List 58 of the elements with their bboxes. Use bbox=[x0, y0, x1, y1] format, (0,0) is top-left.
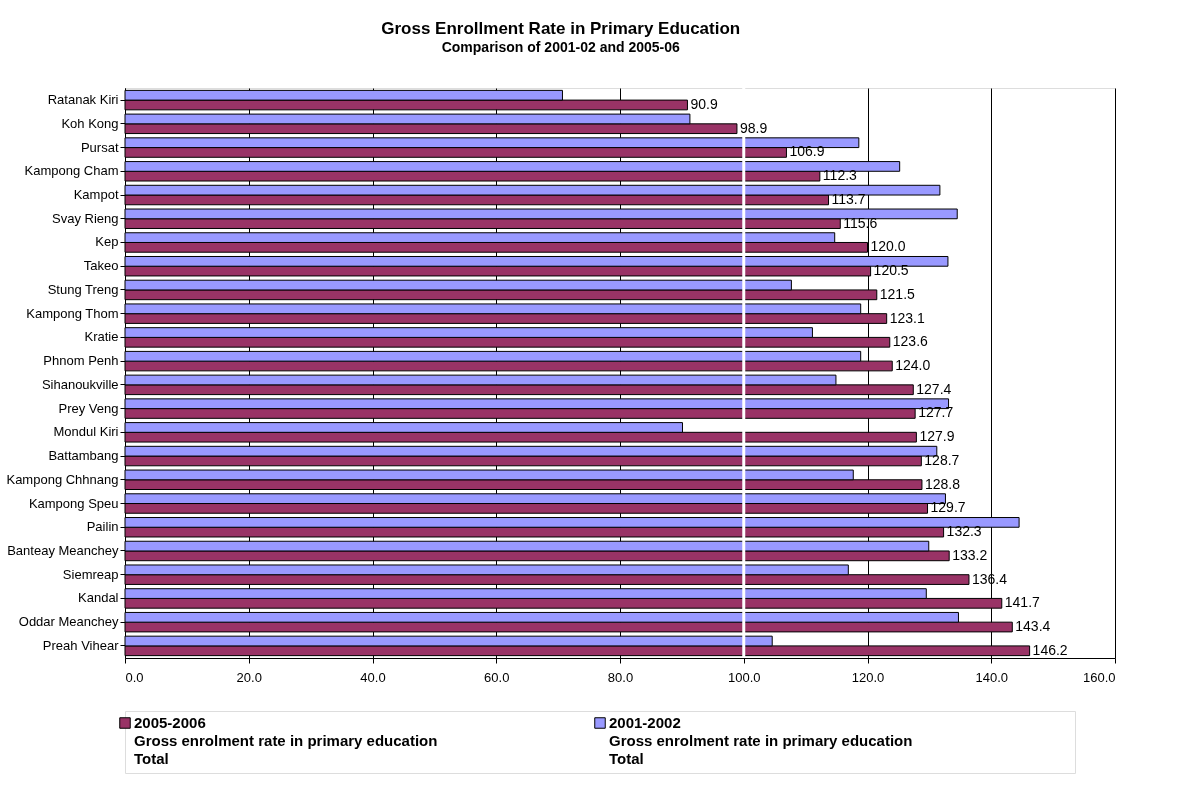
y-tick-label: Oddar Meanchey bbox=[18, 614, 119, 630]
data-label: 127.9 bbox=[919, 428, 955, 445]
data-label: 133.2 bbox=[952, 546, 988, 563]
y-tick-label: Stung Treng bbox=[47, 281, 119, 297]
y-tick-label: Takeo bbox=[83, 258, 119, 274]
data-label: 112.3 bbox=[822, 167, 858, 184]
y-tick-label: Svay Rieng bbox=[52, 210, 119, 226]
x-tick-label: 60.0 bbox=[484, 669, 510, 685]
data-label: 120.0 bbox=[870, 238, 906, 255]
y-tick-label: Kampong Cham bbox=[24, 163, 119, 179]
y-tick-label: Sihanoukville bbox=[41, 376, 119, 392]
data-label: 146.2 bbox=[1032, 641, 1068, 658]
y-tick-label: Kampong Chhnang bbox=[6, 471, 119, 487]
data-label: 121.5 bbox=[879, 285, 916, 302]
y-tick-label: Kandal bbox=[78, 590, 119, 606]
data-label: 123.1 bbox=[889, 309, 925, 326]
x-tick-label: 100.0 bbox=[727, 669, 761, 685]
legend-label: 2005-2006 Gross enrolment rate in primary education Total bbox=[134, 714, 438, 767]
data-label: 90.9 bbox=[690, 95, 718, 112]
data-label: 113.7 bbox=[831, 190, 866, 207]
data-label: 123.6 bbox=[892, 333, 929, 350]
x-tick-label: 80.0 bbox=[607, 669, 634, 685]
legend-label: 2001-2002 Gross enrolment rate in primary education Total bbox=[609, 714, 913, 767]
y-tick-label: Kampot bbox=[73, 187, 119, 203]
y-tick-label: Koh Kong bbox=[61, 115, 119, 131]
y-tick-label: Pursat bbox=[80, 139, 119, 155]
data-label: 128.7 bbox=[924, 451, 960, 468]
x-tick-label: 40.0 bbox=[360, 669, 386, 685]
chart-subtitle: Comparison of 2001-02 and 2005-06 bbox=[441, 39, 680, 55]
data-label: 127.4 bbox=[916, 380, 952, 397]
x-tick-label: 20.0 bbox=[236, 669, 262, 685]
chart-title: Gross Enrollment Rate in Primary Education bbox=[381, 19, 741, 38]
data-label: 143.4 bbox=[1015, 618, 1051, 635]
data-label: 106.9 bbox=[789, 143, 825, 160]
y-tick-label: Kep bbox=[95, 234, 119, 250]
y-tick-label: Prey Veng bbox=[58, 400, 119, 416]
x-tick-label: 120.0 bbox=[851, 669, 885, 685]
y-tick-label: Pailin bbox=[86, 519, 119, 535]
data-label: 127.7 bbox=[918, 404, 954, 421]
y-tick-label: Battambang bbox=[48, 448, 119, 464]
x-tick-label: 140.0 bbox=[975, 669, 1009, 685]
data-label: 141.7 bbox=[1004, 594, 1041, 611]
data-label: 128.8 bbox=[924, 475, 961, 492]
y-tick-label: Ratanak Kiri bbox=[47, 92, 119, 108]
data-label: 120.5 bbox=[873, 262, 909, 279]
y-tick-label: Preah Vihear bbox=[42, 637, 120, 653]
y-tick-label: Kampong Speu bbox=[28, 495, 119, 511]
data-label: 98.9 bbox=[739, 119, 768, 136]
y-tick-label: Mondul Kiri bbox=[53, 424, 119, 440]
y-tick-label: Kampong Thom bbox=[26, 305, 119, 321]
y-tick-label: Siemreap bbox=[62, 566, 119, 582]
y-tick-label: Phnom Penh bbox=[43, 353, 119, 369]
y-tick-label: Kratie bbox=[84, 329, 119, 345]
x-tick-label: 160.0 bbox=[1082, 669, 1116, 685]
x-tick-label: 0.0 bbox=[125, 669, 144, 685]
y-tick-label: Banteay Meanchey bbox=[7, 542, 119, 558]
data-label: 124.0 bbox=[895, 357, 931, 373]
data-label: 132.3 bbox=[946, 523, 982, 540]
